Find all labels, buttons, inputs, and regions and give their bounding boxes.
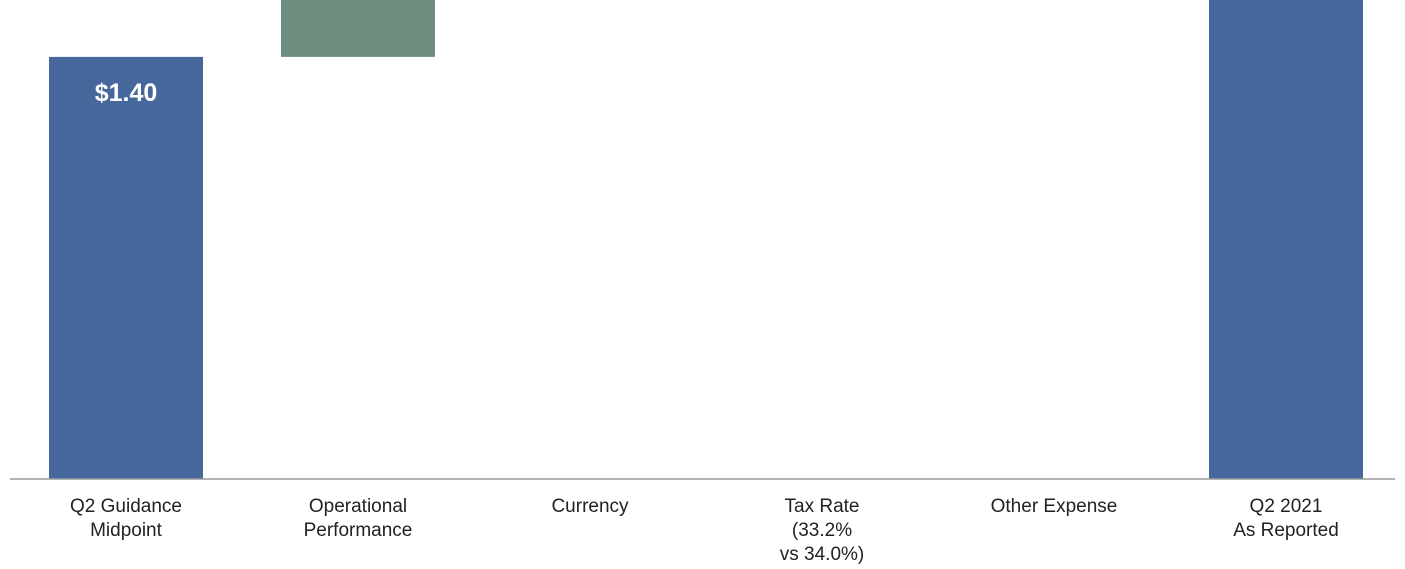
category-labels-layer: Q2 Guidance Midpoint Operational Performanc… xyxy=(70,496,1339,565)
category-label-line: Currency xyxy=(551,496,629,517)
category-label-line: Tax Rate xyxy=(785,496,860,517)
category-label-line: Q2 2021 xyxy=(1250,496,1323,517)
category-label-line: Performance xyxy=(304,520,413,541)
category-label-line: As Reported xyxy=(1233,520,1339,541)
bars-layer xyxy=(49,0,1363,480)
category-label-4: Tax Rate (33.2% vs 34.0%) xyxy=(780,496,864,565)
category-label-line: Other Expense xyxy=(991,496,1118,517)
category-label-line: Operational xyxy=(309,496,407,517)
category-label-2: Operational Performance xyxy=(304,496,413,541)
bar-1-total xyxy=(49,56,203,480)
bar-2-increase xyxy=(281,0,435,57)
category-label-line: Q2 Guidance xyxy=(70,496,182,517)
category-label-line: vs 34.0%) xyxy=(780,544,864,565)
category-label-1: Q2 Guidance Midpoint xyxy=(70,496,182,541)
category-label-line: (33.2% xyxy=(792,520,852,541)
bar-6-total xyxy=(1209,0,1363,480)
category-label-5: Other Expense xyxy=(991,496,1118,517)
category-label-6: Q2 2021 As Reported xyxy=(1233,496,1339,541)
category-label-3: Currency xyxy=(551,496,629,517)
bar-value-label-1: $1.40 xyxy=(95,79,158,107)
category-label-line: Midpoint xyxy=(90,520,163,541)
labels-layer: $1.40+0.55+0.03+0.02+0.02$2.02 xyxy=(95,79,158,107)
